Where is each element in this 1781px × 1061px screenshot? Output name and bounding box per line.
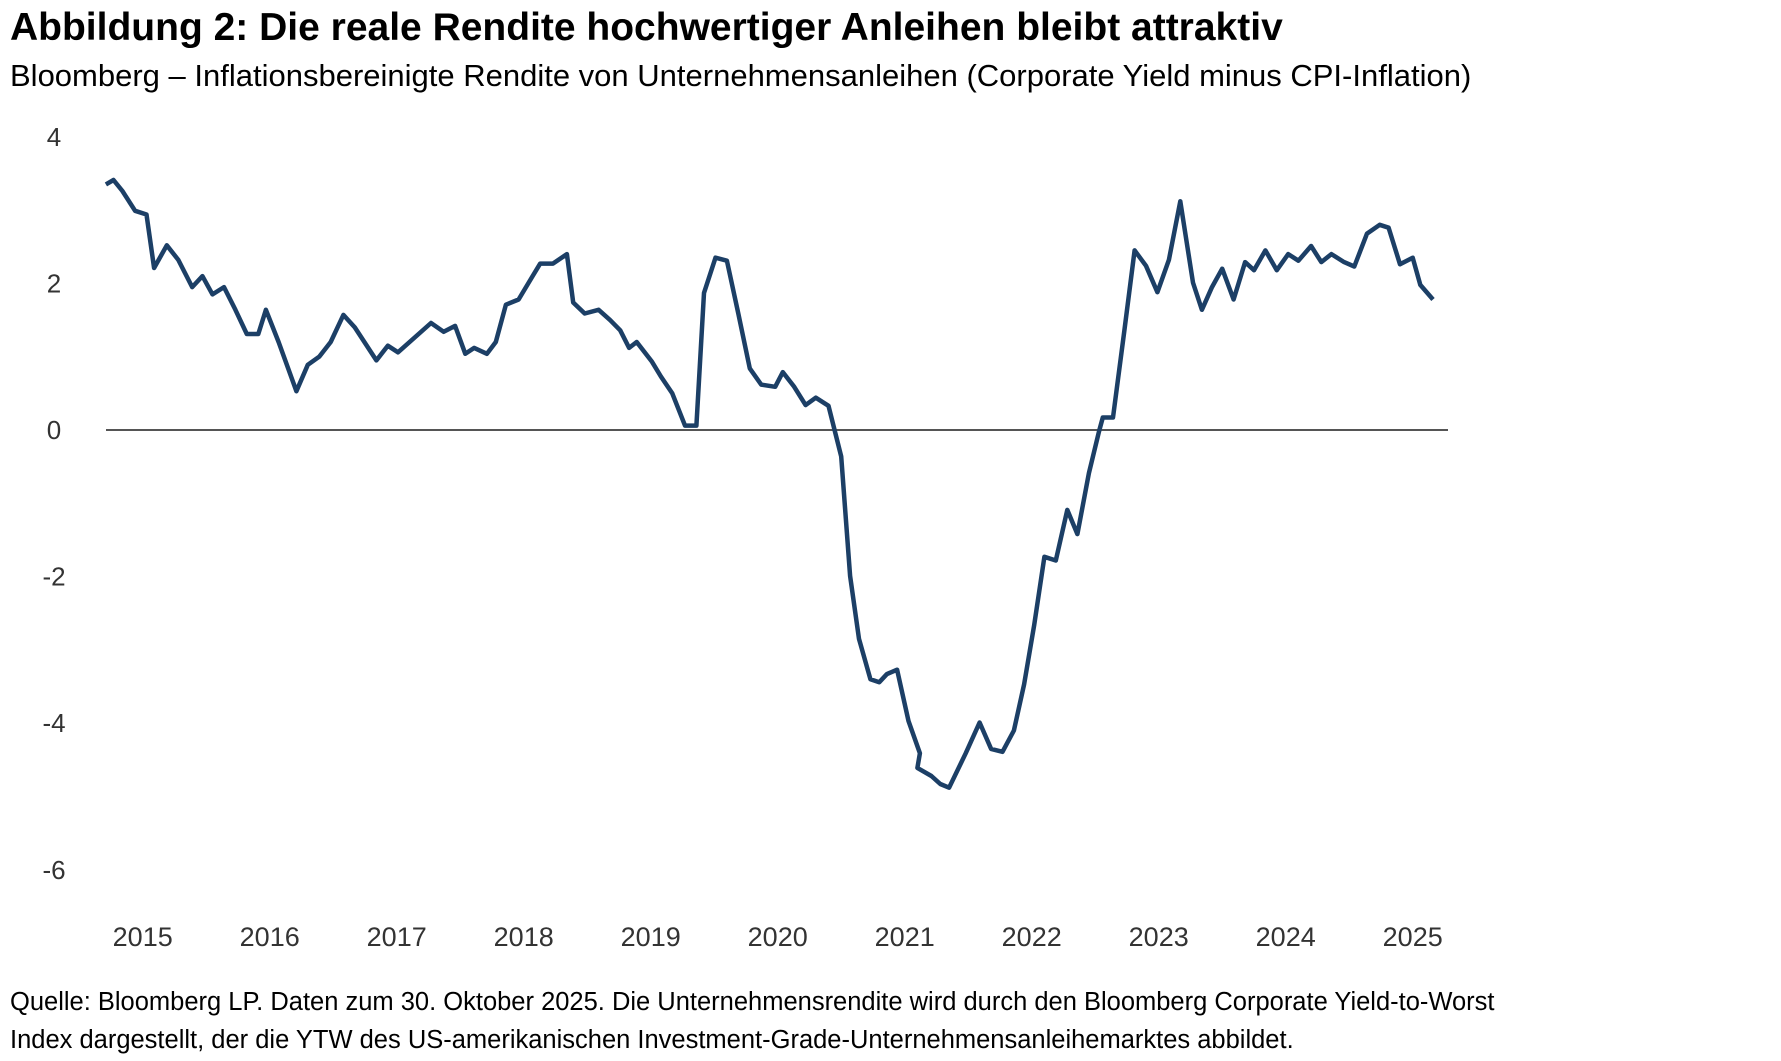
y-axis-ticks: 4 2 0 -2 -4 -6 [42,122,65,885]
series-line [104,177,1435,790]
x-tick-label: 2023 [1129,922,1189,952]
x-tick-label: 2021 [875,922,935,952]
x-axis-ticks: 2015 2016 2017 2018 2019 2020 2021 2022 2023 2024… [113,922,1443,952]
x-tick-label: 2015 [113,922,173,952]
x-tick-label: 2025 [1383,922,1443,952]
y-tick-label: 4 [47,122,61,152]
chart-title: Abbildung 2: Die reale Rendite hochwerti… [10,6,1283,49]
x-tick-label: 2022 [1002,922,1062,952]
x-tick-label: 2016 [240,922,300,952]
x-tick-label: 2018 [494,922,554,952]
y-tick-label: 0 [47,415,61,445]
footnote-line-2: Index dargestellt, der die YTW des US-am… [10,1026,1294,1054]
x-tick-label: 2017 [367,922,427,952]
x-tick-label: 2024 [1256,922,1316,952]
y-tick-label: -6 [42,855,65,885]
x-tick-label: 2019 [621,922,681,952]
y-tick-label: -2 [42,562,65,592]
x-tick-label: 2020 [748,922,808,952]
y-tick-label: -4 [42,708,65,738]
y-tick-label: 2 [47,268,61,298]
footnote-line-1: Quelle: Bloomberg LP. Daten zum 30. Okto… [10,988,1495,1016]
chart-subtitle: Bloomberg – Inflationsbereinigte Rendite… [10,58,1472,93]
